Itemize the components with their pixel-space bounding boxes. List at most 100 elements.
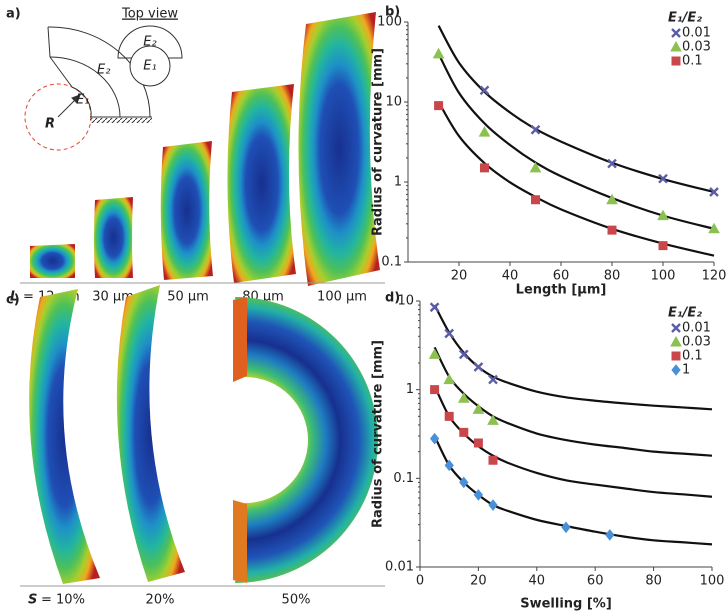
data-point	[444, 411, 454, 421]
data-point	[605, 529, 615, 541]
panel-label: b)	[385, 5, 400, 20]
top-view	[117, 25, 183, 87]
length-label: 30 µm	[92, 290, 134, 305]
x-tick-label: 80	[645, 574, 662, 589]
legend-title: E₁/E₂	[668, 306, 702, 321]
legend-label: 0.03	[682, 335, 711, 350]
data-point	[429, 432, 440, 445]
length-label: 50 µm	[167, 290, 209, 305]
data-point	[488, 499, 498, 511]
x-axis-label: Length [µm]	[516, 283, 607, 298]
x-tick-label: 60	[553, 269, 570, 284]
data-point	[487, 414, 499, 425]
ring-tip	[233, 297, 247, 382]
data-point	[429, 302, 440, 313]
schematic	[24, 26, 152, 151]
data-point	[428, 348, 441, 359]
legend-label: 1	[682, 363, 690, 378]
legend-label: 0.01	[682, 321, 711, 336]
data-point	[430, 385, 440, 395]
layer-label: E₁	[143, 59, 156, 74]
beam	[160, 141, 213, 280]
x-tick-label: 100	[651, 269, 676, 284]
y-axis-label: Radius of curvature [mm]	[371, 48, 386, 236]
ground-hatch	[90, 118, 152, 123]
length-label: 100 µm	[317, 290, 367, 305]
data-point	[607, 225, 617, 235]
x-tick-label: 40	[502, 269, 519, 284]
data-point	[473, 489, 484, 501]
x-tick-label: 0	[416, 574, 424, 589]
legend-marker	[670, 335, 682, 347]
data-point	[444, 328, 455, 339]
swelling-symbol: S	[28, 593, 37, 608]
beam	[94, 197, 133, 278]
x-tick-label: 40	[529, 574, 546, 589]
legend-label: 0.1	[682, 54, 703, 69]
arrowhead	[71, 94, 81, 104]
data-point	[658, 173, 668, 184]
fit-curve	[437, 101, 715, 257]
data-point	[473, 362, 484, 372]
outer-arc	[47, 26, 151, 118]
y-tick-label: 10	[397, 294, 414, 309]
legend-marker	[671, 351, 681, 361]
x-tick-label: 20	[451, 269, 468, 284]
panel-label: d)	[385, 291, 400, 306]
y-tick-label: 0.1	[381, 255, 402, 270]
inner-arc	[71, 86, 92, 118]
data-point	[434, 101, 444, 111]
legend-marker	[671, 28, 681, 38]
data-point	[530, 124, 541, 135]
beam	[30, 244, 75, 278]
strip	[29, 289, 100, 584]
x-axis-label: Swelling [%]	[520, 597, 612, 612]
data-point	[488, 374, 498, 385]
y-tick-label: 1	[394, 175, 402, 190]
legend-marker	[671, 323, 681, 333]
x-tick-label: 120	[702, 269, 727, 284]
data-point	[457, 392, 470, 403]
legend-label: 0.01	[682, 26, 711, 41]
legend-marker	[670, 40, 682, 52]
layer-label: E₂	[143, 35, 156, 50]
middle-arc	[49, 56, 121, 118]
data-point	[479, 85, 490, 96]
x-tick-label: 80	[604, 269, 621, 284]
panel-label: a)	[6, 7, 21, 22]
data-point	[607, 158, 617, 169]
y-tick-label: 1	[406, 382, 414, 397]
legend-label: 0.03	[682, 40, 711, 55]
fem-shapes	[30, 12, 380, 286]
data-point	[709, 187, 719, 197]
length-symbol: L	[10, 290, 18, 305]
data-point	[529, 161, 542, 173]
strip	[116, 285, 185, 582]
data-point	[478, 126, 491, 137]
ring	[235, 297, 378, 583]
fit-curve	[433, 304, 713, 411]
legend-title: E₁/E₂	[668, 11, 702, 26]
swelling-label: 50%	[282, 593, 311, 608]
top-view-label: Top view	[121, 7, 178, 22]
y-tick-label: 0.1	[393, 471, 414, 486]
y-tick-label: 10	[385, 95, 402, 110]
ring-tip	[233, 500, 247, 583]
x-tick-label: 100	[700, 574, 725, 589]
data-point	[658, 241, 668, 251]
data-point	[480, 163, 489, 173]
y-tick-label: 0.01	[385, 560, 414, 575]
data-point	[531, 195, 540, 205]
swelling-label: = 10%	[41, 593, 85, 608]
y-axis-label: Radius of curvature [mm]	[371, 340, 386, 528]
legend-marker	[671, 364, 681, 376]
data-point	[459, 476, 469, 489]
beam	[227, 84, 296, 283]
data-point	[561, 521, 571, 534]
data-point	[472, 403, 485, 414]
layer-label: E₁	[76, 93, 89, 108]
data-point	[488, 455, 498, 465]
radius-label: R	[45, 117, 55, 132]
layer-label: E₂	[97, 63, 110, 78]
